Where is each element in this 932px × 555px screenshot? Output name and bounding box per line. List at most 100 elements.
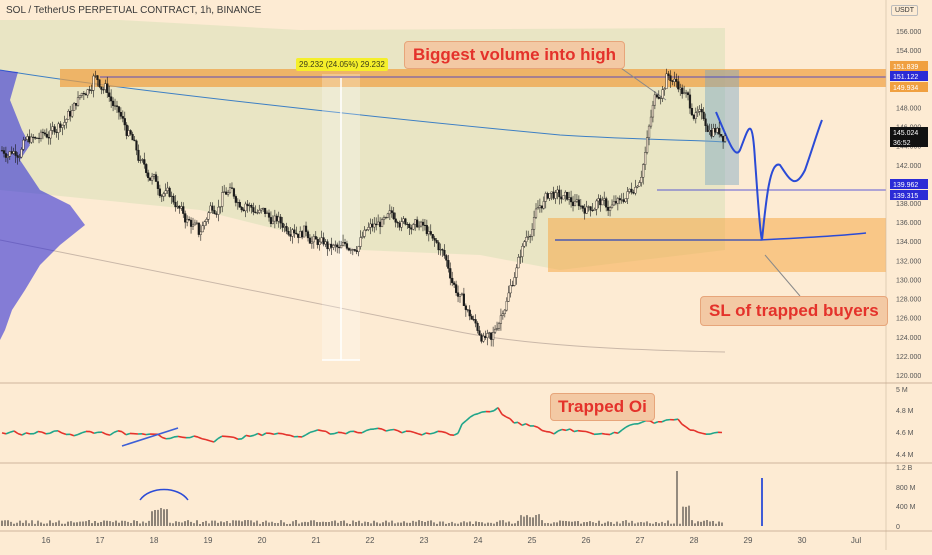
candle-body [89,90,91,91]
candle-body [418,226,420,227]
x-tick-label: 16 [42,536,51,545]
candle-body [426,225,428,234]
candle-body [303,226,305,237]
candle-body [718,128,720,134]
candle-body [219,206,221,207]
candle-body [134,140,136,141]
oi-segment [214,439,218,442]
candle-body [455,285,457,293]
oi-segment [366,429,370,430]
candle-body [194,223,196,225]
candle-body [327,242,329,249]
candle-body [461,294,463,295]
oi-segment [14,431,18,434]
candle-body [180,206,182,208]
oi-segment [82,431,86,432]
oi-segment [570,429,574,432]
oi-segment [354,431,358,432]
candle-body [711,130,713,136]
candle-body [342,242,344,245]
candle-body [424,225,426,226]
oi-segment [506,417,510,419]
candle-body [648,126,650,138]
candle-body [13,151,15,153]
candle-body [541,206,543,208]
candle-body [114,106,116,107]
volume-tick-label: 1.2 B [896,465,913,472]
candle-body [155,175,157,182]
candle-body [586,207,588,213]
oi-segment [198,437,202,439]
biggest-volume-label: Biggest volume into high [404,41,625,69]
candle-body [689,95,691,108]
oi-segment [254,433,258,435]
candle-body [518,257,520,268]
candle-body [410,228,412,229]
currency-label[interactable]: USDT [891,5,918,16]
x-tick-label: 21 [312,536,321,545]
candle-body [171,196,173,197]
oi-segment [2,433,6,434]
candle-body [1,150,3,151]
candle-body [264,208,266,214]
candle-body [167,188,169,191]
candle-body [473,319,475,320]
price-tag-label: 151.122 [893,74,918,81]
candle-body [325,242,327,244]
candle-body [627,192,629,199]
candle-body [603,199,605,201]
candle-body [422,222,424,225]
oi-segment [162,437,166,438]
oi-segment [194,436,198,437]
oi-segment [526,424,530,426]
candle-body [481,335,483,342]
oi-segment [374,428,378,429]
candle-body [60,124,62,128]
candle-body [597,199,599,201]
x-tick-label: 25 [528,536,537,545]
oi-segment [10,431,14,432]
candle-body [453,283,455,285]
candle-body [607,207,609,210]
candle-body [157,182,159,189]
candle-body [510,285,512,293]
candle-body [311,242,313,243]
candle-body [276,216,278,221]
candle-body [638,183,640,187]
support-zone [548,218,886,272]
candle-body [397,222,399,223]
oi-segment [510,419,514,423]
candle-body [36,138,38,139]
candle-body [278,217,280,221]
candle-body [609,208,611,211]
candle-body [130,130,132,134]
candle-body [403,219,405,222]
candle-body [492,332,494,339]
candle-body [539,206,541,208]
x-tick-label: 18 [150,536,159,545]
candle-body [202,226,204,232]
candle-body [391,211,393,213]
oi-segment [46,433,50,434]
resistance-zone [60,69,886,87]
candle-body [184,214,186,223]
candle-body [93,76,95,90]
candle-body [395,219,397,222]
oi-segment [434,431,438,433]
candle-body [613,201,615,205]
candle-body [348,248,350,250]
candle-body [132,134,134,140]
candle-body [494,329,496,332]
candle-body [15,151,17,155]
oi-segment [306,432,310,434]
candle-body [527,237,529,238]
oi-segment [542,430,546,431]
candle-body [231,188,233,189]
oi-segment [90,432,94,434]
candle-body [642,165,644,178]
candle-body [3,151,5,154]
candle-body [490,333,492,340]
candle-body [412,225,414,230]
candle-body [102,89,104,90]
